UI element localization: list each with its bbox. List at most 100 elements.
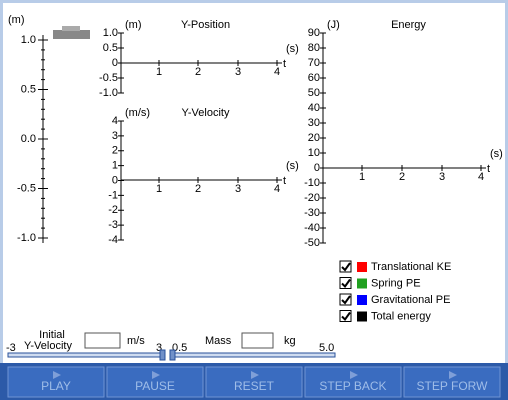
- x-tick-label: 3: [439, 171, 445, 183]
- y-tick-label: -1.0: [99, 87, 118, 99]
- y-tick-label: 2: [112, 145, 118, 157]
- slider-thumb[interactable]: [169, 349, 176, 361]
- slider-min: -3: [6, 342, 16, 354]
- y-tick-label: 4: [112, 115, 118, 127]
- y-tick-label: 10: [308, 147, 320, 159]
- y-tick-label: 70: [308, 57, 320, 69]
- button[interactable]: PLAY: [7, 366, 105, 398]
- legend-label: Gravitational PE: [371, 294, 450, 306]
- legend-swatch: [357, 295, 367, 305]
- checkmark: [341, 278, 351, 289]
- x-tick-label: 4: [274, 66, 280, 78]
- x-label: t: [283, 58, 286, 70]
- slider-max: 5.0: [319, 342, 334, 354]
- y-tick-label: 1.0: [103, 27, 118, 39]
- velocity-slider[interactable]: [7, 352, 161, 358]
- plot-unit: (J): [327, 19, 340, 31]
- slider-thumb[interactable]: [159, 349, 166, 361]
- control-label: Mass: [205, 335, 232, 347]
- y-tick-label: 20: [308, 132, 320, 144]
- y-tick-label: -10: [304, 177, 320, 189]
- x-unit: (s): [286, 160, 299, 172]
- y-tick-label: 30: [308, 117, 320, 129]
- y-tick-label: 0: [112, 174, 118, 186]
- button-label[interactable]: STEP FORW: [417, 379, 489, 393]
- y-tick-label: 60: [308, 72, 320, 84]
- x-tick-label: 2: [399, 171, 405, 183]
- legend-swatch: [357, 262, 367, 272]
- checkmark: [341, 262, 351, 272]
- button-face: [7, 366, 105, 398]
- y-tick-label: 1: [112, 160, 118, 172]
- y-tick-label: 0: [112, 57, 118, 69]
- button[interactable]: PAUSE: [106, 366, 204, 398]
- checkbox[interactable]: [339, 260, 352, 273]
- y-tick-label: 0.5: [103, 42, 118, 54]
- mass-block[interactable]: [53, 30, 90, 39]
- button[interactable]: STEP FORW: [403, 366, 501, 398]
- x-unit: (s): [490, 148, 503, 160]
- scale-tick-label: 0.5: [21, 83, 36, 95]
- plot-unit: (m): [125, 19, 142, 31]
- plot-unit: (m/s): [125, 107, 150, 119]
- scale-unit: (m): [8, 14, 25, 26]
- button-icon: [152, 371, 160, 379]
- y-tick-label: -50: [304, 237, 320, 249]
- y-tick-label: 3: [112, 130, 118, 142]
- legend-swatch: [357, 311, 367, 322]
- slider-max: 3: [156, 342, 162, 354]
- plot-title: Y-Velocity: [182, 107, 230, 119]
- x-tick-label: 1: [156, 66, 162, 78]
- scale-tick-label: -0.5: [17, 182, 36, 194]
- button-icon: [449, 371, 457, 379]
- button[interactable]: RESET: [205, 366, 303, 398]
- y-tick-label: 80: [308, 42, 320, 54]
- x-tick-label: 4: [274, 183, 280, 195]
- button-label[interactable]: STEP BACK: [319, 379, 386, 393]
- y-tick-label: 50: [308, 87, 320, 99]
- button-face: [403, 366, 501, 398]
- x-tick-label: 1: [156, 183, 162, 195]
- checkmark: [341, 311, 351, 322]
- plot-title: Y-Position: [181, 19, 230, 31]
- checkbox[interactable]: [339, 293, 352, 306]
- x-unit: (s): [286, 43, 299, 55]
- button-label[interactable]: PAUSE: [135, 379, 175, 393]
- x-tick-label: 1: [359, 171, 365, 183]
- legend-label: Total energy: [371, 310, 431, 322]
- mass-block-top: [62, 26, 80, 31]
- y-tick-label: -3: [108, 219, 118, 231]
- y-tick-label: -40: [304, 222, 320, 234]
- control-unit: kg: [284, 335, 296, 347]
- button-label[interactable]: PLAY: [41, 379, 71, 393]
- x-label: t: [487, 163, 490, 175]
- button-icon: [251, 371, 259, 379]
- slider-min: 0.5: [172, 342, 187, 354]
- control-unit: m/s: [127, 335, 145, 347]
- mass-slider[interactable]: [174, 352, 336, 358]
- checkbox[interactable]: [339, 277, 352, 289]
- button[interactable]: STEP BACK: [304, 366, 402, 398]
- control-label: Y-Velocity: [24, 340, 72, 352]
- scale-tick-label: 1.0: [21, 34, 36, 46]
- x-tick-label: 2: [195, 66, 201, 78]
- x-label: t: [283, 175, 286, 187]
- button-label[interactable]: RESET: [234, 379, 275, 393]
- x-tick-label: 3: [235, 66, 241, 78]
- y-tick-label: -1: [108, 189, 118, 201]
- mass-input[interactable]: [241, 332, 274, 349]
- velocity-input[interactable]: [84, 332, 121, 349]
- y-tick-label: 90: [308, 27, 320, 39]
- x-tick-label: 4: [478, 171, 484, 183]
- y-tick-label: -20: [304, 192, 320, 204]
- plot-title: Energy: [391, 19, 426, 31]
- y-tick-label: -2: [108, 204, 118, 216]
- button-face: [106, 366, 204, 398]
- button-face: [205, 366, 303, 398]
- checkbox[interactable]: [339, 310, 352, 322]
- button-icon: [350, 371, 358, 379]
- scale-tick-label: 0.0: [21, 133, 36, 145]
- legend-swatch: [357, 278, 367, 289]
- x-tick-label: 2: [195, 183, 201, 195]
